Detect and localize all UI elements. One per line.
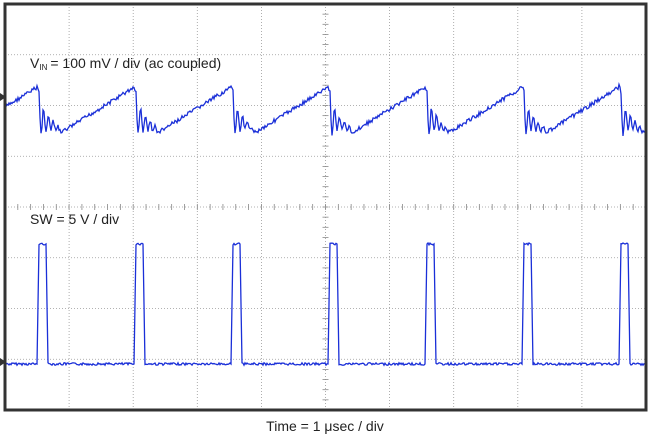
plot-frame [3, 2, 648, 412]
vin-text: = 100 mV / div (ac coupled) [50, 55, 221, 71]
time-label: Time = 1 μsec / div [266, 418, 384, 434]
ch2-marker [0, 358, 6, 366]
vin-label: VIN = 100 mV / div (ac coupled) [30, 55, 221, 72]
sw-waveform [5, 241, 646, 367]
vin-waveform [5, 82, 646, 136]
sw-label: SW = 5 V / div [30, 211, 119, 227]
ch1-marker [0, 93, 6, 101]
vin-subscript: IN [39, 63, 47, 72]
grid [4, 3, 647, 411]
vin-symbol: V [30, 55, 40, 71]
